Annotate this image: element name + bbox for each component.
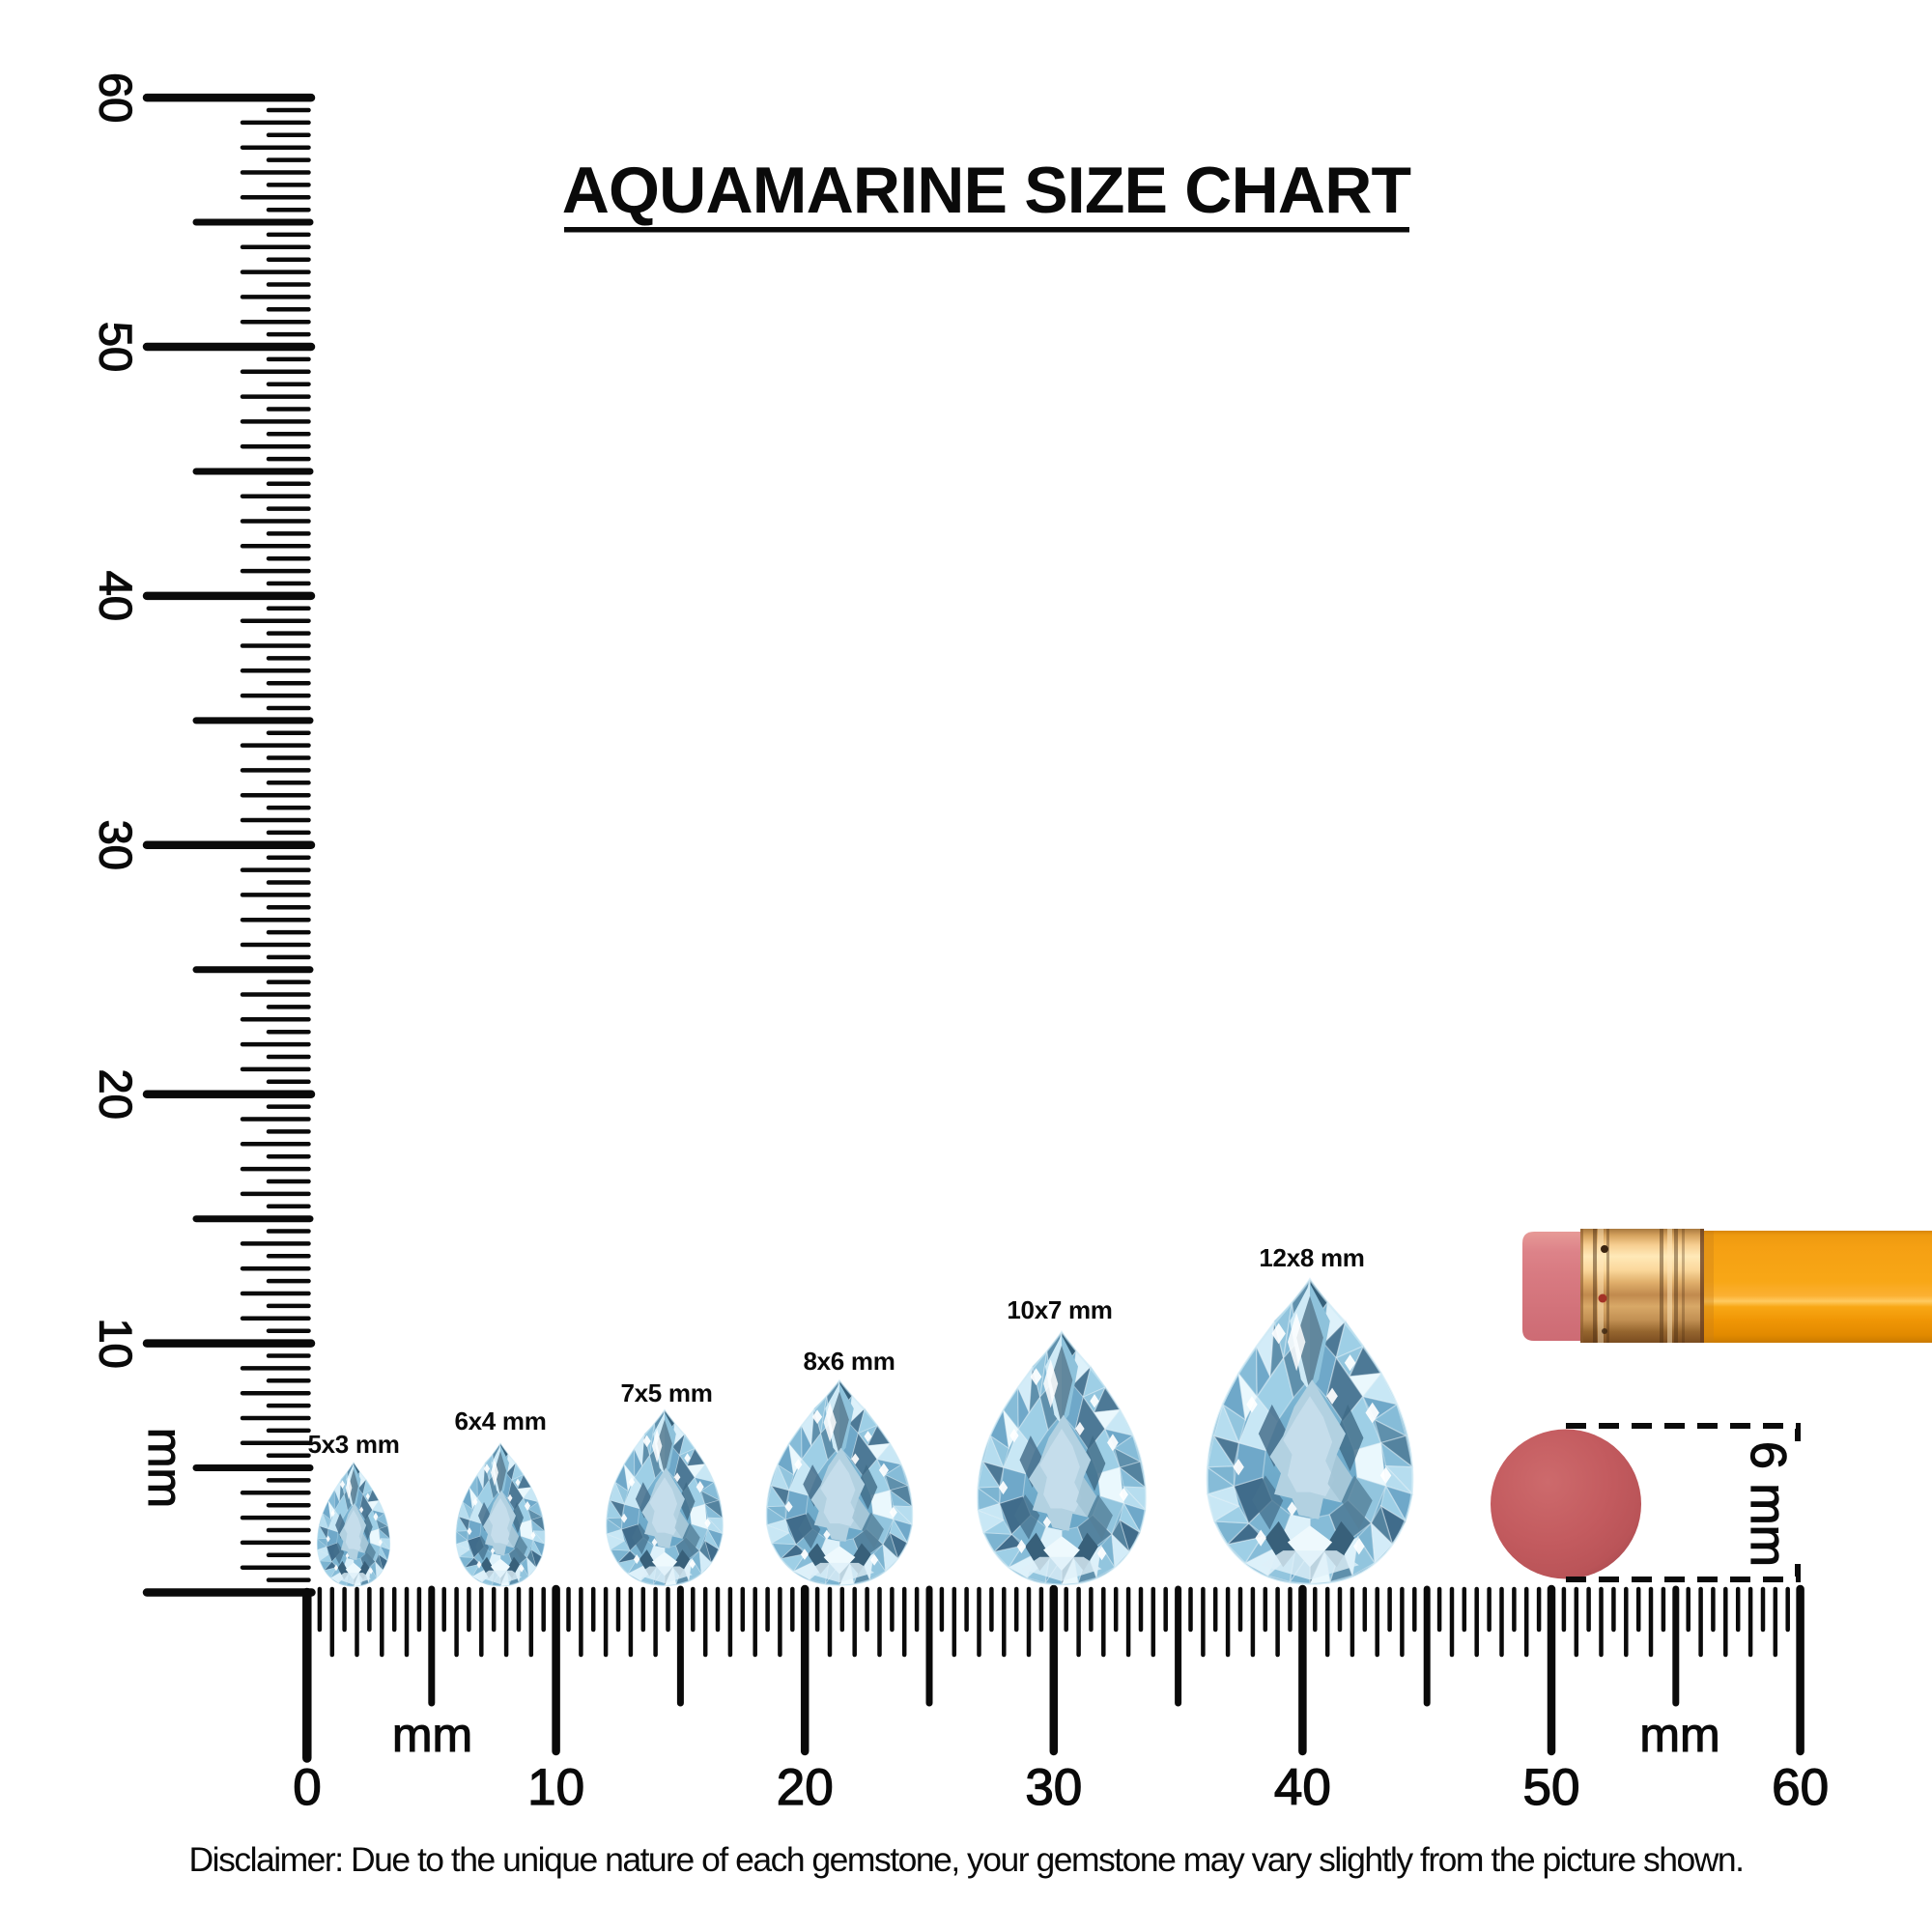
- svg-text:60: 60: [1772, 1759, 1829, 1816]
- svg-text:40: 40: [91, 571, 142, 621]
- svg-text:40: 40: [1274, 1759, 1331, 1816]
- svg-text:mm: mm: [1639, 1708, 1719, 1762]
- svg-text:AQUAMARINE SIZE CHART: AQUAMARINE SIZE CHART: [562, 154, 1411, 227]
- svg-text:mm: mm: [138, 1428, 192, 1508]
- svg-text:30: 30: [1025, 1759, 1082, 1816]
- svg-text:60: 60: [91, 72, 142, 123]
- svg-text:30: 30: [91, 820, 142, 870]
- svg-text:10: 10: [527, 1759, 584, 1816]
- svg-text:10: 10: [91, 1318, 142, 1368]
- svg-text:50: 50: [91, 322, 142, 372]
- svg-text:20: 20: [91, 1069, 142, 1120]
- svg-text:0: 0: [293, 1759, 321, 1816]
- svg-text:12x8 mm: 12x8 mm: [1259, 1243, 1364, 1272]
- svg-text:7x5 mm: 7x5 mm: [620, 1378, 712, 1407]
- svg-text:10x7 mm: 10x7 mm: [1007, 1295, 1112, 1324]
- svg-text:6x4 mm: 6x4 mm: [454, 1406, 546, 1435]
- svg-text:6 mm: 6 mm: [1740, 1441, 1796, 1567]
- svg-text:5x3 mm: 5x3 mm: [307, 1430, 399, 1459]
- svg-text:8x6 mm: 8x6 mm: [803, 1347, 895, 1376]
- svg-text:50: 50: [1523, 1759, 1580, 1816]
- svg-text:mm: mm: [392, 1708, 472, 1762]
- svg-text:20: 20: [777, 1759, 834, 1816]
- svg-text:Disclaimer: Due to the unique: Disclaimer: Due to the unique nature of …: [189, 1840, 1744, 1879]
